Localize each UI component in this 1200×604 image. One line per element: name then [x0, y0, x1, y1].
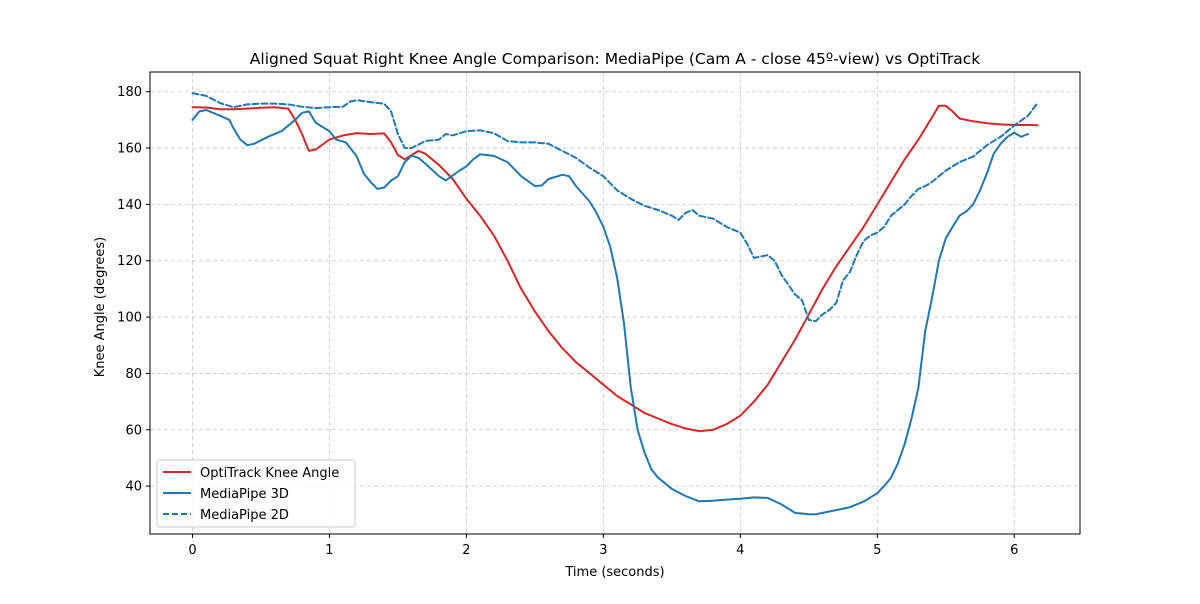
x-tick-label: 1 [325, 543, 333, 558]
legend-label-optitrack: OptiTrack Knee Angle [200, 466, 339, 481]
legend-label-mediapipe-2d: MediaPipe 2D [200, 508, 289, 523]
x-tick-label: 6 [1010, 543, 1018, 558]
series-line-mediapipe-2d [191, 92, 1039, 323]
tick-layer: 0 1 2 3 4 5 6 40 60 80 100 120 140 160 180 [117, 85, 1018, 558]
y-tick-label: 40 [125, 480, 142, 495]
x-tick-label: 4 [736, 543, 744, 558]
x-tick-label: 5 [873, 543, 881, 558]
x-tick-label: 2 [462, 543, 470, 558]
y-tick-label: 140 [117, 198, 142, 213]
y-axis-label: Knee Angle (degrees) [93, 237, 108, 378]
x-tick-label: 3 [599, 543, 607, 558]
series-line-optitrack-knee-angle [191, 104, 1039, 433]
y-tick-label: 180 [117, 85, 142, 100]
chart-title: Aligned Squat Right Knee Angle Compariso… [250, 50, 980, 68]
y-tick-label: 120 [117, 254, 142, 269]
legend: OptiTrack Knee Angle MediaPipe 3D MediaP… [156, 459, 356, 528]
y-tick-label: 100 [117, 311, 142, 326]
series-layer [191, 92, 1039, 516]
y-tick-label: 160 [117, 142, 142, 157]
x-axis-label: Time (seconds) [564, 565, 664, 580]
axes-frame [149, 71, 1081, 535]
x-tick-label: 0 [188, 543, 196, 558]
y-tick-label: 60 [125, 423, 142, 438]
series-line-mediapipe-3d [191, 109, 1029, 516]
legend-box [156, 459, 356, 528]
y-tick-label: 80 [125, 367, 142, 382]
legend-label-mediapipe-3d: MediaPipe 3D [200, 487, 289, 502]
